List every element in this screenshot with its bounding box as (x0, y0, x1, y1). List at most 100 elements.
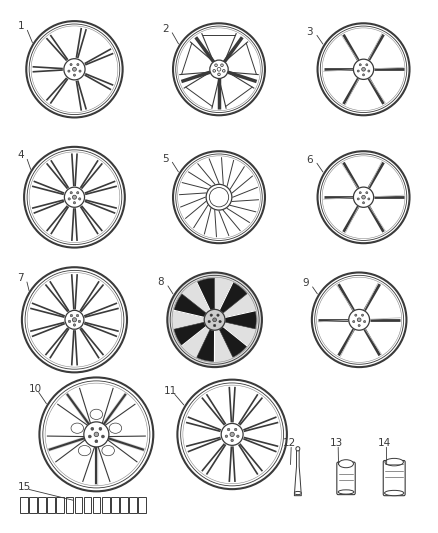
Ellipse shape (73, 201, 76, 204)
Ellipse shape (368, 198, 370, 200)
Text: 15: 15 (18, 482, 31, 492)
Text: 11: 11 (164, 386, 177, 396)
Ellipse shape (167, 272, 262, 367)
Ellipse shape (78, 320, 81, 322)
Ellipse shape (217, 314, 219, 317)
Ellipse shape (338, 490, 354, 494)
Bar (120, 497, 127, 513)
Bar (38, 497, 46, 513)
Ellipse shape (102, 435, 104, 438)
Ellipse shape (64, 187, 85, 207)
Ellipse shape (213, 325, 216, 327)
Ellipse shape (339, 459, 353, 468)
Polygon shape (225, 311, 256, 329)
Ellipse shape (173, 23, 265, 115)
Ellipse shape (177, 379, 287, 489)
Bar (102, 497, 110, 513)
Bar (111, 497, 119, 513)
Ellipse shape (353, 320, 355, 322)
Ellipse shape (88, 435, 91, 438)
Ellipse shape (99, 427, 102, 430)
FancyBboxPatch shape (337, 462, 355, 495)
Ellipse shape (64, 59, 85, 80)
Ellipse shape (215, 64, 217, 67)
FancyBboxPatch shape (383, 461, 405, 496)
Ellipse shape (218, 73, 220, 76)
Ellipse shape (366, 192, 368, 193)
Polygon shape (294, 450, 301, 496)
Ellipse shape (353, 59, 374, 79)
Ellipse shape (74, 74, 75, 76)
Ellipse shape (71, 423, 84, 433)
Ellipse shape (90, 409, 102, 419)
Bar (57, 497, 64, 513)
Bar (66, 497, 73, 513)
Text: 2: 2 (162, 24, 169, 34)
Bar (129, 497, 137, 513)
Ellipse shape (95, 440, 98, 443)
Ellipse shape (73, 324, 76, 326)
Ellipse shape (362, 196, 365, 199)
Ellipse shape (237, 435, 239, 438)
Ellipse shape (368, 70, 370, 72)
Bar (138, 497, 146, 513)
Polygon shape (174, 294, 206, 317)
Bar (47, 497, 55, 513)
Polygon shape (219, 282, 247, 313)
Text: 12: 12 (283, 438, 296, 448)
Text: 3: 3 (307, 27, 313, 37)
Bar (20, 497, 28, 513)
Ellipse shape (227, 429, 230, 431)
Ellipse shape (225, 435, 228, 438)
Ellipse shape (206, 184, 232, 210)
Ellipse shape (24, 147, 125, 248)
Ellipse shape (357, 70, 359, 72)
Ellipse shape (363, 201, 364, 204)
Ellipse shape (296, 447, 300, 451)
Bar (29, 497, 37, 513)
Text: 8: 8 (158, 277, 164, 287)
Text: 13: 13 (329, 438, 343, 448)
Ellipse shape (217, 68, 221, 71)
Ellipse shape (362, 68, 365, 71)
Ellipse shape (359, 192, 361, 193)
Ellipse shape (318, 23, 410, 115)
Text: 4: 4 (18, 150, 24, 160)
Ellipse shape (219, 320, 221, 323)
Text: 9: 9 (302, 278, 309, 288)
Ellipse shape (77, 191, 79, 194)
Text: 7: 7 (18, 273, 24, 283)
Ellipse shape (213, 70, 215, 72)
Text: 5: 5 (162, 154, 169, 164)
Ellipse shape (355, 314, 357, 316)
Ellipse shape (294, 491, 301, 495)
Ellipse shape (39, 377, 153, 491)
Polygon shape (197, 330, 215, 361)
Text: 1: 1 (18, 21, 24, 31)
Ellipse shape (68, 198, 71, 200)
Ellipse shape (234, 429, 237, 431)
Ellipse shape (70, 63, 72, 66)
Ellipse shape (385, 458, 403, 466)
Ellipse shape (312, 272, 406, 367)
Ellipse shape (73, 67, 76, 71)
Text: 10: 10 (28, 384, 42, 394)
Ellipse shape (358, 325, 360, 327)
Ellipse shape (70, 314, 73, 317)
Ellipse shape (223, 70, 225, 72)
Ellipse shape (68, 320, 71, 322)
Ellipse shape (91, 427, 94, 430)
Polygon shape (197, 278, 215, 310)
Polygon shape (174, 322, 206, 345)
Ellipse shape (349, 309, 370, 330)
Ellipse shape (204, 309, 225, 330)
Ellipse shape (210, 60, 228, 78)
Ellipse shape (72, 195, 77, 199)
Ellipse shape (213, 318, 216, 322)
Text: 6: 6 (307, 155, 313, 165)
Ellipse shape (84, 422, 109, 447)
Ellipse shape (210, 314, 212, 317)
Ellipse shape (357, 318, 361, 322)
Ellipse shape (70, 191, 72, 194)
Ellipse shape (26, 21, 123, 117)
